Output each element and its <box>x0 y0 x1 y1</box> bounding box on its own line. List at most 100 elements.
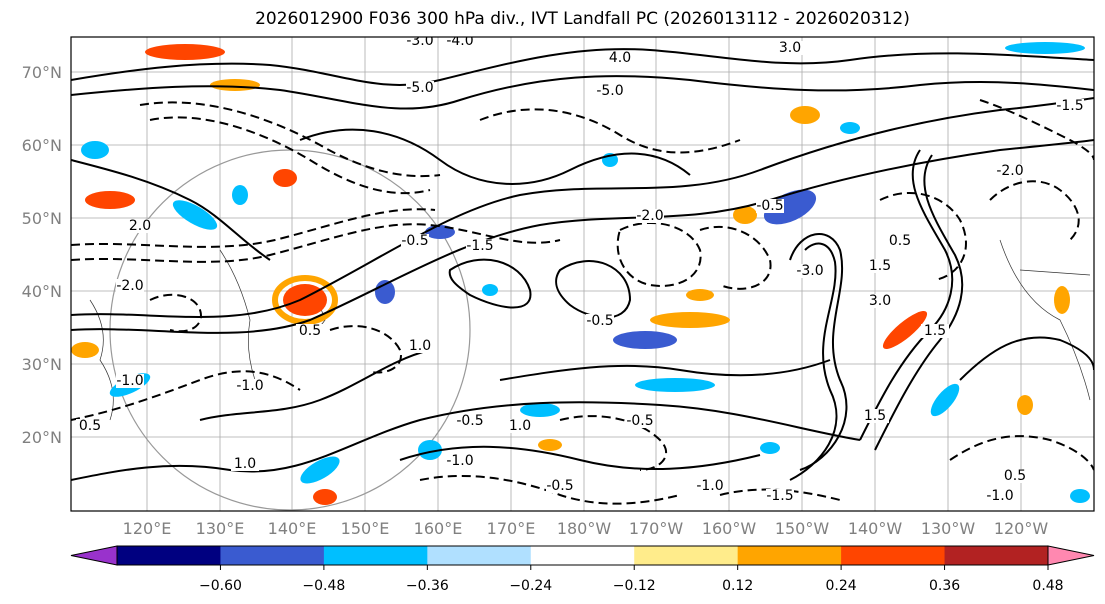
contour-label: -0.5 <box>586 313 614 329</box>
solid-contours <box>71 48 1094 481</box>
svg-text:-1.0: -1.0 <box>236 378 263 394</box>
contour-label: -0.5 <box>546 478 574 494</box>
svg-text:-0.5: -0.5 <box>586 313 613 329</box>
dashed-contours <box>71 99 1094 505</box>
svg-text:-1.0: -1.0 <box>696 478 723 494</box>
contour-label: 0.5 <box>1001 468 1029 484</box>
colorbar-extension-min <box>70 545 118 566</box>
svg-text:-1.0: -1.0 <box>986 488 1013 504</box>
contour-label: 1.0 <box>506 418 534 434</box>
colorbar-segment <box>841 546 946 565</box>
longitude-label: 150°W <box>775 519 830 538</box>
colorbar-extension-max <box>1047 545 1095 566</box>
svg-text:-5.0: -5.0 <box>406 80 433 96</box>
contour-label: -0.5 <box>456 413 484 429</box>
contour-label: -1.0 <box>236 378 264 394</box>
contour-label: 4.0 <box>606 50 634 66</box>
contour-label: 1.0 <box>231 456 259 472</box>
svg-text:3.0: 3.0 <box>869 293 891 309</box>
map-border <box>70 36 1095 512</box>
colorbar-segment <box>737 546 842 565</box>
svg-text:0.5: 0.5 <box>1004 468 1026 484</box>
longitude-label: 130°E <box>196 519 245 538</box>
svg-text:1.5: 1.5 <box>924 323 946 339</box>
longitude-label: 120°E <box>123 519 172 538</box>
svg-text:-2.0: -2.0 <box>636 208 663 224</box>
longitude-label: 170°E <box>487 519 536 538</box>
svg-text:0.5: 0.5 <box>889 233 911 249</box>
contour-label: 0.5 <box>296 323 324 339</box>
svg-text:-0.5: -0.5 <box>401 233 428 249</box>
svg-text:1.0: 1.0 <box>234 456 256 472</box>
colorbar-tick-label: −0.60 <box>199 578 242 594</box>
longitude-label: 170°W <box>629 519 684 538</box>
svg-text:-1.5: -1.5 <box>1056 98 1083 114</box>
svg-text:-2.0: -2.0 <box>116 278 143 294</box>
contour-label: -1.0 <box>446 453 474 469</box>
contour-labels: -3.0 -4.0 -5.0 -5.0 3.0 4.0 -1.5 -2.0 1.5 2.0 -0.5… <box>76 33 1084 504</box>
colorbar <box>70 545 1095 566</box>
contour-label: 1.5 <box>861 408 889 424</box>
colorbar-segment <box>427 546 532 565</box>
colorbar-tick-label: −0.48 <box>302 578 345 594</box>
colorbar-tick-label: 0.12 <box>722 578 753 594</box>
svg-text:-0.5: -0.5 <box>546 478 573 494</box>
contour-label: -1.5 <box>766 488 794 504</box>
svg-text:-3.0: -3.0 <box>796 263 823 279</box>
latitude-labels: 70°N 60°N 50°N 40°N 30°N 20°N <box>22 63 62 447</box>
contour-label: -2.0 <box>996 163 1024 179</box>
contour-label: -1.5 <box>466 238 494 254</box>
contour-label: 3.0 <box>866 293 894 309</box>
svg-text:1.0: 1.0 <box>509 418 531 434</box>
contour-label: -3.0 <box>406 33 434 49</box>
longitude-label: 160°E <box>414 519 463 538</box>
svg-text:4.0: 4.0 <box>609 50 631 66</box>
svg-text:-0.5: -0.5 <box>626 413 653 429</box>
latitude-label: 60°N <box>22 136 62 155</box>
svg-text:-1.0: -1.0 <box>446 453 473 469</box>
contour-label: -0.5 <box>401 233 429 249</box>
latitude-label: 30°N <box>22 355 62 374</box>
colorbar-segment <box>944 546 1049 565</box>
svg-text:1.5: 1.5 <box>869 258 891 274</box>
contour-label: -1.5 <box>1056 98 1084 114</box>
svg-text:-0.5: -0.5 <box>456 413 483 429</box>
svg-text:2.0: 2.0 <box>129 218 151 234</box>
svg-text:1.0: 1.0 <box>409 338 431 354</box>
contour-label: 1.5 <box>866 258 894 274</box>
latitude-label: 50°N <box>22 209 62 228</box>
longitude-label: 130°W <box>921 519 976 538</box>
contour-label: 1.0 <box>406 338 434 354</box>
svg-text:1.5: 1.5 <box>864 408 886 424</box>
svg-text:-0.5: -0.5 <box>756 198 783 214</box>
map-title: 2026012900 F036 300 hPa div., IVT Landfa… <box>255 9 910 29</box>
longitude-label: 120°W <box>994 519 1049 538</box>
svg-text:3.0: 3.0 <box>779 40 801 56</box>
colorbar-segment <box>634 546 739 565</box>
colorbar-segment <box>323 546 428 565</box>
svg-text:-2.0: -2.0 <box>996 163 1023 179</box>
latitude-label: 40°N <box>22 282 62 301</box>
colorbar-tick-labels: −0.60 −0.48 −0.36 −0.24 −0.12 0.12 0.24 0.36 0.4… <box>199 565 1064 594</box>
colorbar-tick-label: −0.12 <box>613 578 656 594</box>
contour-label: -1.0 <box>116 373 144 389</box>
contour-label: 0.5 <box>76 418 104 434</box>
contour-label: -1.0 <box>986 488 1014 504</box>
latitude-label: 20°N <box>22 428 62 447</box>
map-frame <box>71 37 1094 511</box>
colorbar-tick-label: 0.48 <box>1032 578 1063 594</box>
colorbar-segment <box>117 546 221 565</box>
contour-label: 0.5 <box>886 233 914 249</box>
contour-label: 2.0 <box>126 218 154 234</box>
svg-text:-4.0: -4.0 <box>446 33 473 49</box>
longitude-labels: 120°E 130°E 140°E 150°E 160°E 170°E 180°W 170°W… <box>123 519 1049 538</box>
contour-label: 3.0 <box>776 40 804 56</box>
svg-text:0.5: 0.5 <box>299 323 321 339</box>
contour-label: -4.0 <box>446 33 474 49</box>
contour-label: -0.5 <box>626 413 654 429</box>
svg-text:-3.0: -3.0 <box>406 33 433 49</box>
contour-label: -3.0 <box>796 263 824 279</box>
svg-text:-1.0: -1.0 <box>116 373 143 389</box>
contour-label: -1.0 <box>696 478 724 494</box>
colorbar-segment <box>530 546 635 565</box>
